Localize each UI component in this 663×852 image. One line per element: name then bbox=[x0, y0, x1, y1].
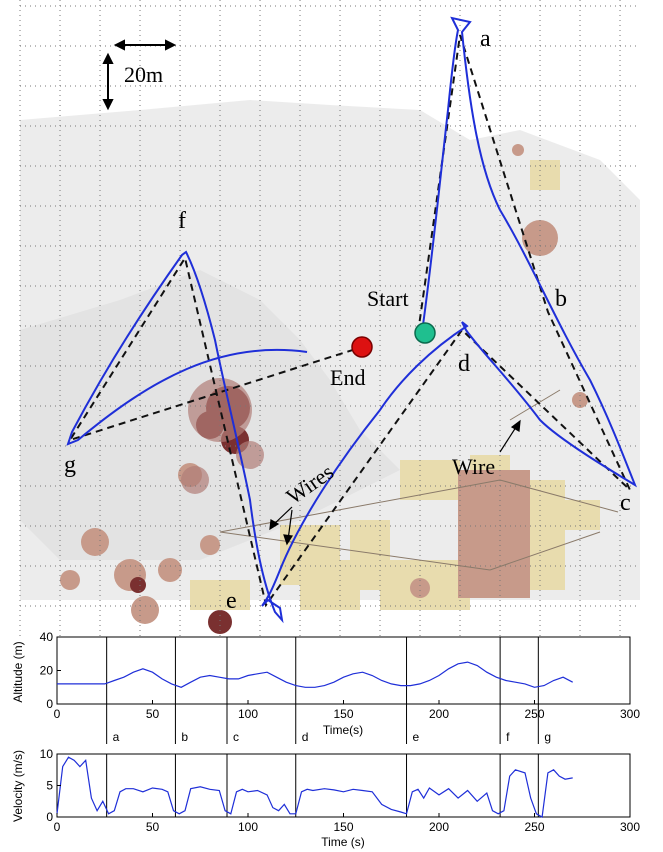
wire-label: Wire bbox=[452, 454, 495, 479]
planned-path bbox=[67, 34, 631, 608]
terrain-vegetation bbox=[60, 144, 588, 624]
x-tick-label: 50 bbox=[146, 707, 160, 721]
velocity-y-label: Velocity (m/s) bbox=[11, 750, 25, 822]
x-tick-label: 200 bbox=[429, 707, 449, 721]
x-tick-label: 100 bbox=[238, 820, 258, 834]
start-label: Start bbox=[367, 286, 409, 311]
end-marker bbox=[351, 336, 373, 358]
power-wires bbox=[219, 389, 619, 571]
x-tick-label: 150 bbox=[333, 820, 353, 834]
scale-bar bbox=[102, 39, 177, 111]
velocity-x-label: Time (s) bbox=[321, 835, 365, 849]
waypoint-marker-label: d bbox=[302, 730, 309, 744]
end-label: End bbox=[330, 365, 365, 390]
y-tick-label: 5 bbox=[46, 779, 53, 793]
waypoint-label-a: a bbox=[480, 26, 491, 52]
y-tick-label: 10 bbox=[40, 747, 54, 761]
x-tick-label: 250 bbox=[524, 707, 544, 721]
waypoint-marker-label: g bbox=[544, 730, 551, 744]
waypoint-label-c: c bbox=[620, 490, 631, 516]
velocity-x-ticks: 0 50 100 150 200 250 300 bbox=[54, 813, 640, 834]
waypoint-label-b: b bbox=[555, 286, 567, 312]
x-tick-label: 200 bbox=[429, 820, 449, 834]
waypoint-marker-label: a bbox=[113, 730, 120, 744]
altitude-y-label: Altitude (m) bbox=[11, 641, 25, 702]
trajectory-map: 20m a b c d e f g Start End Wires Wire bbox=[19, 0, 640, 636]
altitude-y-ticks: 0 20 40 bbox=[40, 630, 61, 711]
velocity-waypoint-markers bbox=[106, 754, 539, 817]
trajectory-map-svg: 20m a b c d e f g Start End Wires Wire bbox=[19, 0, 640, 636]
waypoint-marker-label: e bbox=[413, 730, 420, 744]
waypoint-label-d: d bbox=[458, 351, 470, 377]
altitude-x-ticks: 0 50 100 150 200 250 300 bbox=[54, 700, 640, 721]
x-tick-label: 100 bbox=[238, 707, 258, 721]
altitude-waypoint-markers: a b c d e f g bbox=[106, 637, 551, 744]
x-tick-label: 50 bbox=[146, 820, 160, 834]
waypoint-label-e: e bbox=[226, 588, 237, 614]
velocity-series-line bbox=[56, 756, 573, 818]
waypoint-marker-label: f bbox=[506, 730, 510, 744]
velocity-plot: 0 5 10 0 50 100 150 200 250 300 Velocity (m/s) T… bbox=[11, 747, 640, 849]
x-tick-label: 0 bbox=[54, 707, 61, 721]
waypoint-marker-label: c bbox=[233, 730, 239, 744]
x-tick-label: 0 bbox=[54, 820, 61, 834]
flown-trajectory bbox=[66, 16, 638, 624]
x-tick-label: 250 bbox=[524, 820, 544, 834]
y-tick-label: 0 bbox=[46, 810, 53, 824]
y-tick-label: 20 bbox=[40, 664, 54, 678]
start-marker bbox=[414, 322, 436, 344]
y-tick-label: 0 bbox=[46, 697, 53, 711]
altitude-x-label: Time(s) bbox=[323, 723, 363, 737]
velocity-y-ticks: 0 5 10 bbox=[40, 747, 61, 824]
velocity-axes-box bbox=[56, 753, 631, 818]
x-tick-label: 300 bbox=[620, 820, 640, 834]
altitude-plot: a b c d e f g 0 20 40 0 50 100 150 200 250 300 Altitud… bbox=[11, 630, 640, 744]
waypoint-marker-label: b bbox=[181, 730, 188, 744]
x-tick-label: 300 bbox=[620, 707, 640, 721]
scale-label: 20m bbox=[124, 62, 163, 87]
wire-arrows bbox=[269, 419, 521, 546]
altitude-axes-box bbox=[56, 636, 631, 705]
x-tick-label: 150 bbox=[333, 707, 353, 721]
altitude-series-line bbox=[57, 661, 573, 688]
waypoint-label-g: g bbox=[64, 452, 76, 478]
y-tick-label: 40 bbox=[40, 630, 54, 644]
waypoint-label-f: f bbox=[178, 208, 186, 234]
